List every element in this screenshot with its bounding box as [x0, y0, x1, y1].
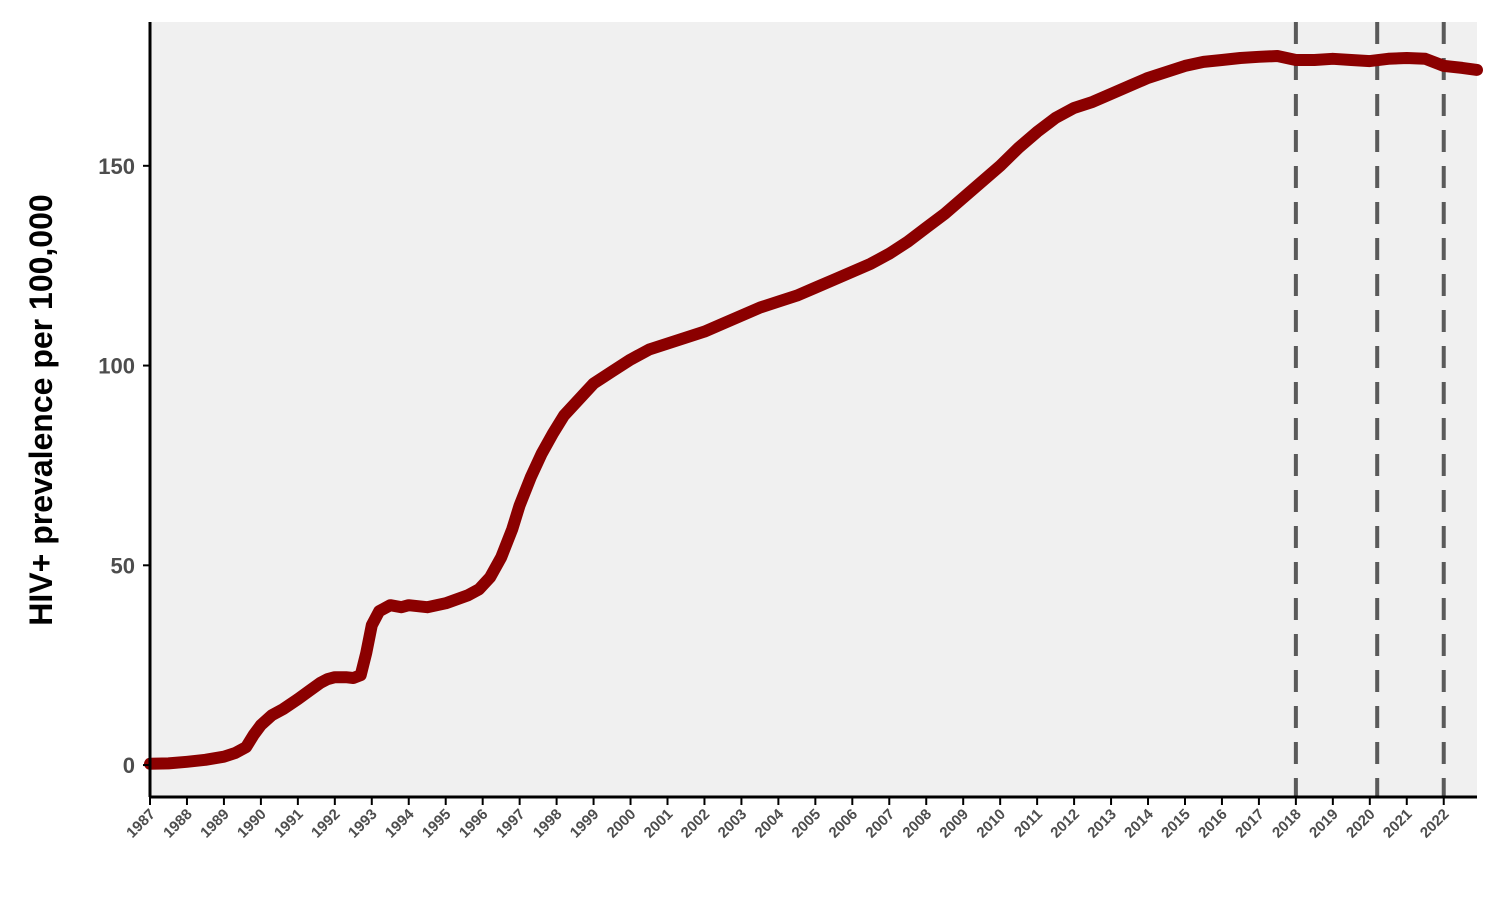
- x-tick-label: 2009: [936, 806, 972, 842]
- x-axis-ticks: 1987 1988 1989 1990 1991 1992 1993 1994 1995 1996…: [123, 797, 1453, 842]
- plot-background: [150, 22, 1477, 796]
- x-tick-label: 1995: [419, 806, 455, 842]
- y-tick-label: 0: [123, 753, 135, 778]
- x-tick-label: 1988: [160, 806, 196, 842]
- x-tick-label: 2006: [826, 806, 862, 842]
- x-tick-label: 1990: [234, 806, 270, 842]
- x-tick-label: 1994: [382, 805, 418, 841]
- x-tick-label: 2007: [862, 806, 898, 842]
- x-tick-label: 2011: [1011, 806, 1046, 841]
- y-tick-label: 150: [98, 154, 135, 179]
- x-tick-label: 1997: [493, 806, 529, 842]
- x-tick-label: 2017: [1232, 806, 1268, 842]
- x-tick-label: 1987: [123, 806, 159, 842]
- series-line: [144, 50, 1483, 770]
- x-tick-label: 2005: [789, 806, 825, 842]
- x-tick-label: 2003: [715, 806, 751, 842]
- x-tick-label: 1999: [567, 806, 603, 842]
- x-tick-label: 2000: [604, 806, 640, 842]
- x-tick-label: 1992: [308, 806, 344, 842]
- y-tick-label: 50: [111, 553, 135, 578]
- x-tick-label: 2018: [1269, 806, 1305, 842]
- y-axis-label: HIV+ prevalence per 100,000: [23, 194, 59, 625]
- y-axis-ticks: 0 50 100 150: [98, 154, 150, 778]
- x-tick-label: 2012: [1047, 806, 1083, 842]
- x-tick-label: 2013: [1084, 806, 1120, 842]
- x-tick-label: 1989: [197, 806, 233, 842]
- x-tick-label: 2014: [1121, 805, 1157, 841]
- x-tick-label: 1998: [530, 806, 566, 842]
- x-tick-label: 2020: [1343, 806, 1379, 842]
- x-tick-label: 2008: [899, 806, 935, 842]
- series-group: [144, 50, 1483, 770]
- x-tick-label: 2010: [973, 806, 1009, 842]
- x-tick-label: 2002: [678, 806, 714, 842]
- x-tick-label: 1993: [345, 806, 381, 842]
- x-tick-label: 2016: [1195, 806, 1231, 842]
- x-tick-label: 2004: [752, 805, 788, 841]
- x-tick-label: 2001: [641, 806, 677, 842]
- vertical-reference-lines: [1293, 22, 1446, 797]
- y-tick-label: 100: [98, 354, 135, 379]
- x-tick-label: 1996: [456, 806, 492, 842]
- x-tick-label: 1991: [271, 806, 307, 842]
- x-tick-label: 2019: [1306, 806, 1342, 842]
- x-tick-label: 2021: [1380, 806, 1416, 842]
- x-tick-label: 2022: [1417, 806, 1453, 842]
- x-tick-label: 2015: [1158, 806, 1194, 842]
